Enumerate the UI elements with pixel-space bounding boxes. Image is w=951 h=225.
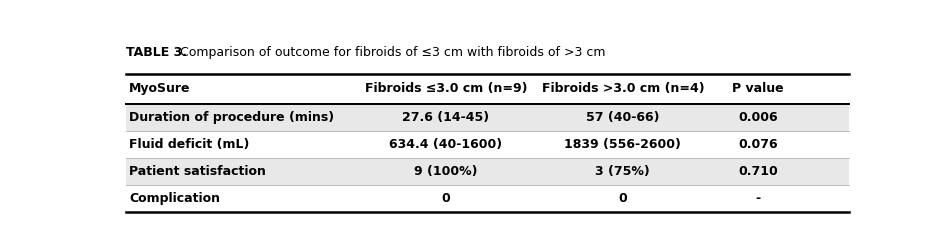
FancyBboxPatch shape: [126, 158, 848, 185]
FancyBboxPatch shape: [126, 104, 848, 131]
Text: 634.4 (40-1600): 634.4 (40-1600): [389, 138, 502, 151]
FancyBboxPatch shape: [126, 74, 848, 104]
Text: TABLE 3.: TABLE 3.: [126, 46, 187, 59]
Text: 1839 (556-2600): 1839 (556-2600): [564, 138, 681, 151]
Text: Patient satisfaction: Patient satisfaction: [129, 165, 266, 178]
Text: 3 (75%): 3 (75%): [595, 165, 650, 178]
Text: 9 (100%): 9 (100%): [414, 165, 477, 178]
Text: Fluid deficit (mL): Fluid deficit (mL): [129, 138, 249, 151]
Text: Complication: Complication: [129, 191, 221, 205]
Text: MyoSure: MyoSure: [129, 82, 191, 95]
Text: 0: 0: [441, 191, 450, 205]
Text: P value: P value: [732, 82, 784, 95]
Text: Fibroids ≤3.0 cm (n=9): Fibroids ≤3.0 cm (n=9): [364, 82, 527, 95]
Text: 0.006: 0.006: [738, 111, 778, 124]
Text: -: -: [756, 191, 761, 205]
Text: Fibroids >3.0 cm (n=4): Fibroids >3.0 cm (n=4): [541, 82, 704, 95]
FancyBboxPatch shape: [126, 131, 848, 158]
Text: 0.076: 0.076: [738, 138, 778, 151]
Text: 0.710: 0.710: [738, 165, 778, 178]
Text: Comparison of outcome for fibroids of ≤3 cm with fibroids of >3 cm: Comparison of outcome for fibroids of ≤3…: [172, 46, 606, 59]
Text: Duration of procedure (mins): Duration of procedure (mins): [129, 111, 335, 124]
FancyBboxPatch shape: [126, 185, 848, 212]
Text: 57 (40-66): 57 (40-66): [586, 111, 660, 124]
Text: 0: 0: [618, 191, 628, 205]
Text: 27.6 (14-45): 27.6 (14-45): [402, 111, 490, 124]
